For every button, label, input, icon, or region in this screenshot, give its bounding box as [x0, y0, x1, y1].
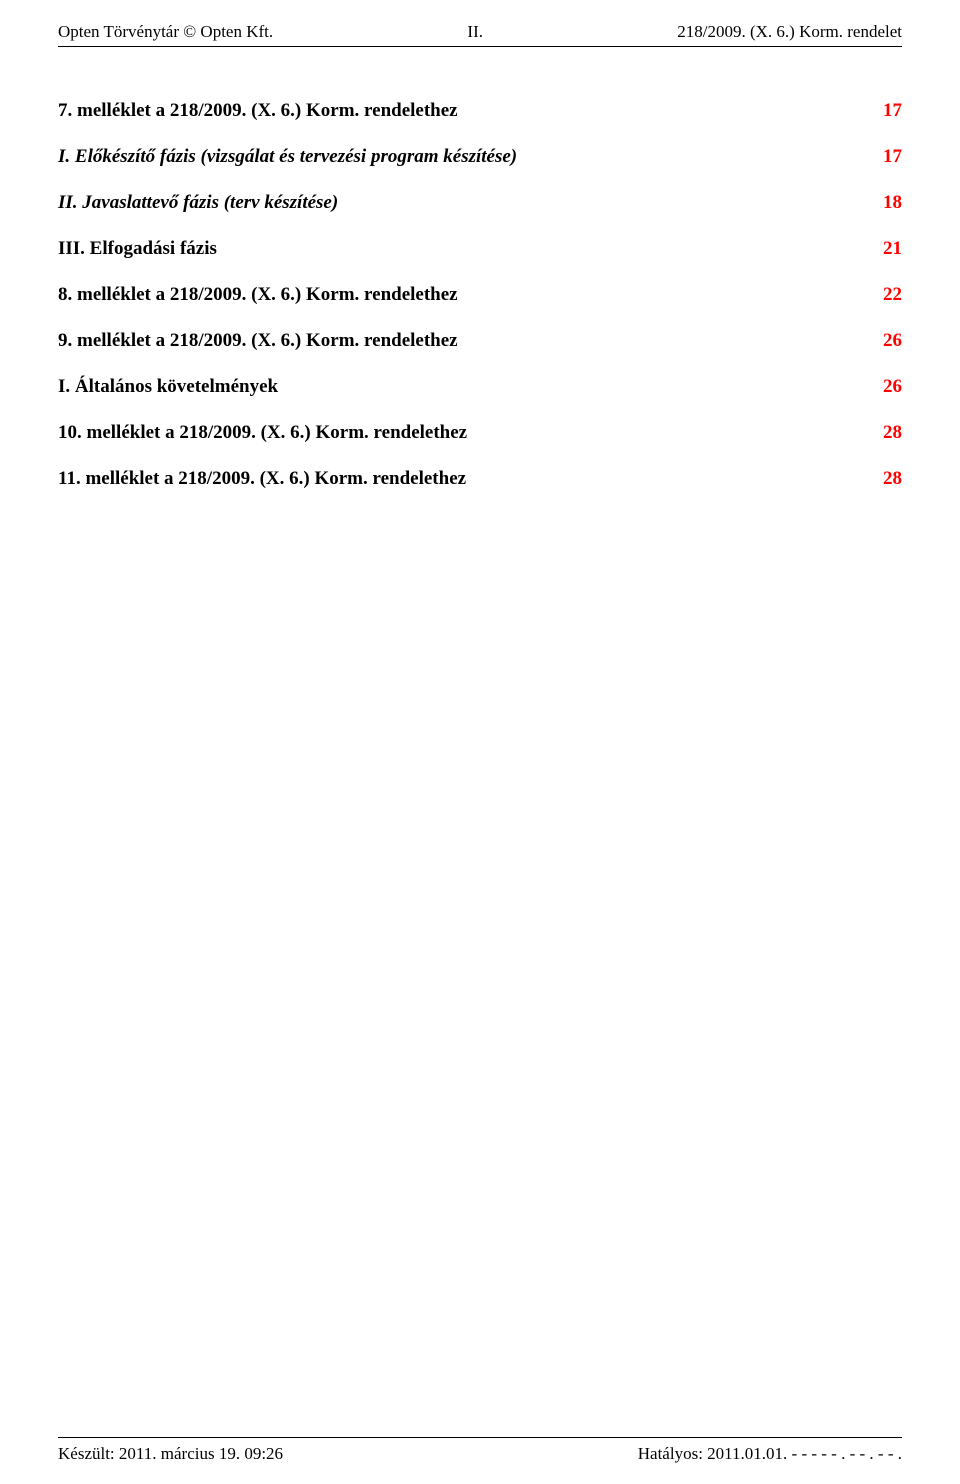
toc-title: I. Általános követelmények [58, 376, 278, 398]
toc-row: II. Javaslattevő fázis (terv készítése) … [58, 192, 902, 214]
toc-row: 9. melléklet a 218/2009. (X. 6.) Korm. r… [58, 330, 902, 352]
footer-right: Hatályos: 2011.01.01. - - - - - . - - . … [638, 1444, 902, 1464]
header-right: 218/2009. (X. 6.) Korm. rendelet [677, 22, 902, 42]
toc-row: I. Előkészítő fázis (vizsgálat és tervez… [58, 146, 902, 168]
toc-page-number: 26 [863, 376, 902, 398]
toc-title: 11. melléklet a 218/2009. (X. 6.) Korm. … [58, 468, 466, 490]
header-left: Opten Törvénytár © Opten Kft. [58, 22, 273, 42]
toc-page-number: 26 [863, 330, 902, 352]
header-center: II. [467, 22, 483, 42]
toc-title: 10. melléklet a 218/2009. (X. 6.) Korm. … [58, 422, 467, 444]
header-rule [58, 46, 902, 47]
toc-page-number: 22 [863, 284, 902, 306]
footer-rule [58, 1437, 902, 1438]
toc-page-number: 17 [863, 100, 902, 122]
toc-row: 10. melléklet a 218/2009. (X. 6.) Korm. … [58, 422, 902, 444]
page-header: Opten Törvénytár © Opten Kft. II. 218/20… [58, 22, 902, 42]
toc-row: I. Általános követelmények 26 [58, 376, 902, 398]
page: Opten Törvénytár © Opten Kft. II. 218/20… [0, 0, 960, 1484]
table-of-contents: 7. melléklet a 218/2009. (X. 6.) Korm. r… [58, 100, 902, 514]
toc-title: III. Elfogadási fázis [58, 238, 217, 260]
toc-page-number: 17 [863, 146, 902, 168]
toc-row: III. Elfogadási fázis 21 [58, 238, 902, 260]
toc-page-number: 21 [863, 238, 902, 260]
toc-page-number: 28 [863, 468, 902, 490]
toc-row: 8. melléklet a 218/2009. (X. 6.) Korm. r… [58, 284, 902, 306]
toc-title: II. Javaslattevő fázis (terv készítése) [58, 192, 338, 214]
toc-row: 11. melléklet a 218/2009. (X. 6.) Korm. … [58, 468, 902, 490]
page-footer: Készült: 2011. március 19. 09:26 Hatályo… [58, 1444, 902, 1464]
toc-title: 9. melléklet a 218/2009. (X. 6.) Korm. r… [58, 330, 458, 352]
toc-row: 7. melléklet a 218/2009. (X. 6.) Korm. r… [58, 100, 902, 122]
toc-page-number: 28 [863, 422, 902, 444]
toc-title: 8. melléklet a 218/2009. (X. 6.) Korm. r… [58, 284, 458, 306]
footer-left: Készült: 2011. március 19. 09:26 [58, 1444, 283, 1464]
toc-page-number: 18 [863, 192, 902, 214]
toc-title: 7. melléklet a 218/2009. (X. 6.) Korm. r… [58, 100, 458, 122]
toc-title: I. Előkészítő fázis (vizsgálat és tervez… [58, 146, 517, 168]
